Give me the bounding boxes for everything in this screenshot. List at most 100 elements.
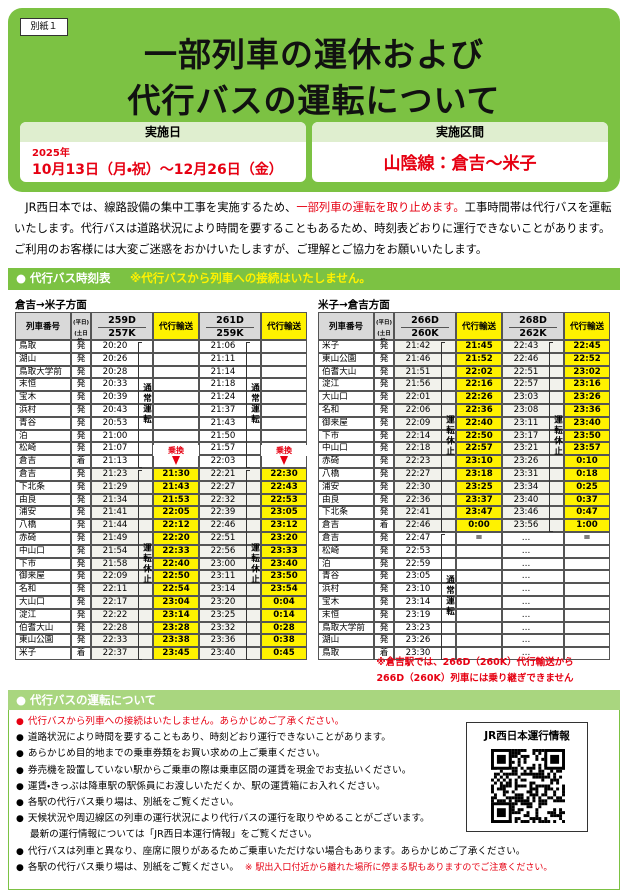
table-cell: 22:09 [394, 416, 456, 430]
table-cell [456, 596, 502, 609]
time: 23:23 [405, 622, 431, 633]
date-year: 2025年 [32, 148, 70, 159]
time: 23:08 [513, 405, 539, 415]
table-cell: 22:27 [199, 480, 261, 494]
qr-module [511, 751, 515, 755]
qr-module [517, 784, 521, 788]
table-cell: 22:40 [456, 416, 502, 430]
time: 23:45 [162, 648, 190, 659]
train-number: 266D [411, 315, 439, 326]
time: 22:40 [162, 558, 190, 569]
time: 22:01 [405, 392, 431, 403]
qr-module [532, 781, 536, 785]
time: 23:17 [513, 430, 539, 441]
station: 鳥取大学前 [19, 366, 62, 377]
table-cell: … [502, 634, 564, 648]
table-cell: 下北条 [15, 480, 71, 494]
qr-code [491, 749, 565, 823]
station: 浜村 [322, 584, 340, 595]
time: 23:20 [210, 597, 236, 607]
station: 大山口 [322, 392, 348, 403]
qr-module [553, 793, 557, 797]
arr-dep: 発 [379, 597, 389, 607]
time: 20:39 [102, 392, 128, 403]
train-number: 259K [206, 327, 254, 339]
qr-module [526, 766, 530, 770]
table-cell: 0:14 [261, 608, 307, 622]
qr-module [508, 796, 512, 800]
table-cell: 21:41 [91, 506, 153, 520]
qr-module [553, 820, 557, 823]
qr-module [511, 760, 515, 764]
qr-module [523, 772, 527, 776]
time: 20:20 [102, 341, 128, 351]
table-cell: 着 [374, 519, 394, 532]
qr-module [538, 817, 542, 821]
table-cell [456, 583, 502, 596]
table-cell: 浜村 [15, 404, 71, 417]
table-cell: 22:33 [153, 544, 199, 558]
qr-module [493, 796, 497, 800]
time: 21:52 [465, 353, 493, 364]
time: 21:30 [162, 469, 190, 479]
table-cell: 赤碕 [318, 455, 374, 468]
table-cell: 発 [374, 583, 394, 596]
time: 22:23 [405, 456, 431, 467]
time: 23:11 [210, 571, 236, 582]
arr-dep: 発 [76, 622, 86, 633]
time: … [521, 609, 531, 620]
qr-module [520, 793, 524, 797]
bracket [138, 342, 142, 468]
time: 23:46 [513, 507, 539, 518]
qr-module [544, 790, 548, 794]
table-cell: 22:36 [394, 493, 456, 507]
time: 22:28 [102, 622, 128, 633]
table-cell: 23:40 [261, 557, 307, 571]
table-cell: 松崎 [15, 442, 71, 456]
table-cell: 22:16 [456, 378, 502, 392]
table-cell [456, 621, 502, 635]
arr-dep: 発 [76, 635, 86, 646]
table-cell [153, 429, 199, 443]
time: 23:31 [513, 469, 539, 479]
qr-module [532, 772, 536, 776]
table-cell: 22:41 [394, 506, 456, 520]
time: 23:00 [210, 558, 236, 569]
table-cell: 鳥取大学前 [15, 365, 71, 379]
station: 宝木 [19, 392, 37, 403]
time: 23:19 [405, 609, 431, 620]
table-cell: 中山口 [318, 442, 374, 456]
item-text: 券売機を設置していない駅からご乗車の際は乗車区間の運賃を現金でお支払いください。 [27, 764, 412, 776]
table-cell: 23:14 [199, 583, 261, 596]
qr-module [547, 784, 551, 788]
table-cell: 21:43 [153, 480, 199, 494]
table-cell: 淀江 [15, 608, 71, 622]
qr-module [547, 811, 551, 815]
table-cell: 倉吉 [318, 532, 374, 545]
qr-module [535, 793, 539, 797]
qr-module [514, 781, 518, 785]
table-cell: 由良 [15, 493, 71, 507]
item-text: 代行バスから列車への接続はいたしません。あらかじめご了承ください。 [27, 716, 345, 727]
time: 0:37 [576, 494, 598, 505]
time: 20:53 [102, 417, 128, 428]
train-number: 268D [519, 315, 547, 326]
arr-dep: 発 [379, 584, 389, 595]
time: … [521, 622, 531, 633]
table-cell: 発 [374, 404, 394, 417]
table-cell: 22:46 [199, 519, 261, 532]
timetable-bar: ● 代行バス時刻表 ※代行バスから列車への接続はいたしません。 [8, 268, 620, 290]
time: 22:14 [405, 430, 431, 441]
table-cell: 22:33 [91, 634, 153, 648]
qr-module [553, 799, 557, 803]
table-cell: 21:14 [199, 365, 261, 379]
qr-module [562, 787, 565, 791]
table-cell: 0:25 [564, 480, 610, 494]
arr-dep: 発 [76, 341, 86, 351]
station: 浜村 [19, 405, 37, 415]
time: 21:44 [102, 520, 128, 531]
bracket [138, 470, 142, 660]
table-cell: 発 [71, 429, 91, 443]
station: 松崎 [322, 545, 340, 556]
time: 20:26 [102, 353, 128, 364]
